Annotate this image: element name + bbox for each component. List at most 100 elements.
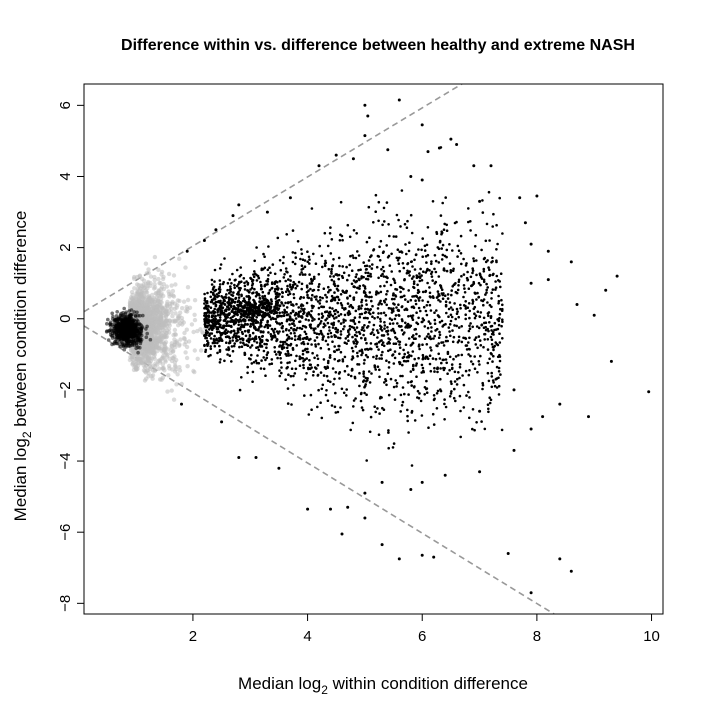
data-point bbox=[375, 345, 379, 349]
data-point bbox=[399, 286, 403, 289]
data-point bbox=[223, 330, 227, 333]
data-point bbox=[164, 318, 169, 323]
data-point bbox=[343, 355, 347, 359]
data-point bbox=[481, 299, 485, 303]
data-point bbox=[152, 274, 157, 280]
data-point bbox=[223, 315, 227, 318]
data-point bbox=[185, 364, 190, 369]
data-point bbox=[330, 270, 333, 273]
data-point bbox=[500, 324, 503, 328]
data-point bbox=[268, 310, 272, 314]
data-point bbox=[482, 278, 486, 282]
data-point bbox=[162, 333, 167, 338]
data-point bbox=[326, 343, 330, 346]
data-point bbox=[420, 248, 423, 252]
data-point bbox=[353, 316, 357, 320]
data-point bbox=[364, 299, 368, 302]
data-point bbox=[317, 317, 321, 321]
data-point bbox=[416, 288, 420, 292]
data-point bbox=[430, 270, 434, 274]
data-point bbox=[297, 306, 301, 309]
data-point bbox=[349, 428, 353, 432]
data-point bbox=[440, 258, 444, 261]
data-point bbox=[212, 326, 215, 330]
data-point bbox=[238, 280, 241, 284]
data-point bbox=[247, 318, 251, 322]
data-point bbox=[122, 313, 126, 317]
data-point bbox=[264, 297, 267, 300]
data-point bbox=[292, 322, 295, 325]
data-point bbox=[219, 323, 222, 327]
data-point bbox=[263, 342, 266, 346]
data-point bbox=[285, 346, 289, 350]
data-point bbox=[446, 293, 450, 296]
data-point bbox=[284, 352, 288, 356]
data-point bbox=[255, 316, 258, 319]
data-point bbox=[327, 290, 330, 294]
data-point bbox=[344, 307, 347, 311]
data-point bbox=[462, 304, 466, 307]
data-point bbox=[428, 362, 432, 366]
data-point bbox=[483, 321, 486, 325]
data-point bbox=[276, 236, 280, 240]
data-point bbox=[317, 306, 321, 310]
data-point bbox=[474, 292, 477, 295]
data-point bbox=[271, 263, 275, 266]
data-point bbox=[439, 367, 442, 370]
data-point bbox=[226, 353, 229, 356]
data-point bbox=[152, 368, 157, 374]
data-point bbox=[266, 323, 270, 327]
data-point bbox=[269, 271, 272, 275]
data-point bbox=[382, 269, 386, 273]
data-point bbox=[451, 340, 455, 344]
data-point bbox=[145, 368, 150, 373]
data-point bbox=[293, 282, 297, 286]
reference-lines bbox=[84, 84, 556, 614]
data-point bbox=[350, 269, 354, 273]
data-point bbox=[329, 226, 332, 229]
data-point bbox=[287, 329, 291, 332]
data-point bbox=[450, 293, 453, 297]
data-point bbox=[110, 333, 115, 338]
data-point bbox=[313, 331, 316, 335]
data-point bbox=[337, 314, 341, 318]
data-point bbox=[369, 332, 373, 336]
data-point bbox=[352, 279, 356, 282]
data-point bbox=[460, 340, 464, 344]
data-point bbox=[374, 193, 378, 197]
data-point bbox=[335, 273, 339, 276]
data-point bbox=[145, 296, 150, 302]
data-point bbox=[219, 358, 222, 361]
data-point bbox=[486, 301, 489, 304]
data-point bbox=[360, 328, 364, 332]
data-point bbox=[445, 223, 449, 227]
data-point bbox=[278, 369, 281, 372]
data-point bbox=[432, 337, 435, 340]
data-point bbox=[259, 330, 263, 333]
data-point bbox=[154, 306, 159, 311]
data-point bbox=[182, 342, 187, 347]
data-point bbox=[404, 307, 408, 311]
data-point bbox=[490, 385, 494, 389]
data-point bbox=[474, 314, 478, 318]
data-point bbox=[401, 319, 404, 323]
data-point bbox=[467, 329, 471, 333]
data-point bbox=[205, 300, 209, 303]
data-point bbox=[385, 201, 389, 204]
data-point bbox=[362, 372, 365, 376]
data-point bbox=[490, 375, 494, 378]
data-point bbox=[486, 286, 490, 289]
data-point bbox=[464, 300, 468, 303]
data-point bbox=[295, 344, 299, 347]
data-point bbox=[145, 281, 151, 286]
data-point bbox=[150, 343, 155, 348]
data-point bbox=[433, 267, 436, 271]
data-point bbox=[346, 335, 350, 338]
data-point bbox=[294, 286, 298, 290]
data-point bbox=[207, 305, 210, 308]
data-point bbox=[150, 292, 155, 298]
data-point bbox=[410, 464, 414, 467]
data-point bbox=[466, 278, 470, 282]
data-point bbox=[399, 225, 402, 228]
data-point bbox=[487, 407, 490, 411]
